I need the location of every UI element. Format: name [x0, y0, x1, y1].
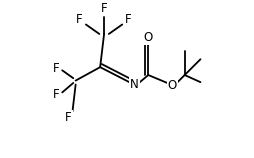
Text: F: F — [101, 2, 107, 15]
Text: F: F — [76, 13, 83, 26]
Text: O: O — [168, 79, 177, 91]
Text: F: F — [53, 62, 59, 75]
Text: F: F — [124, 13, 131, 26]
Text: F: F — [65, 111, 72, 124]
Text: N: N — [130, 78, 139, 91]
Text: O: O — [144, 31, 153, 44]
Text: F: F — [53, 88, 59, 101]
